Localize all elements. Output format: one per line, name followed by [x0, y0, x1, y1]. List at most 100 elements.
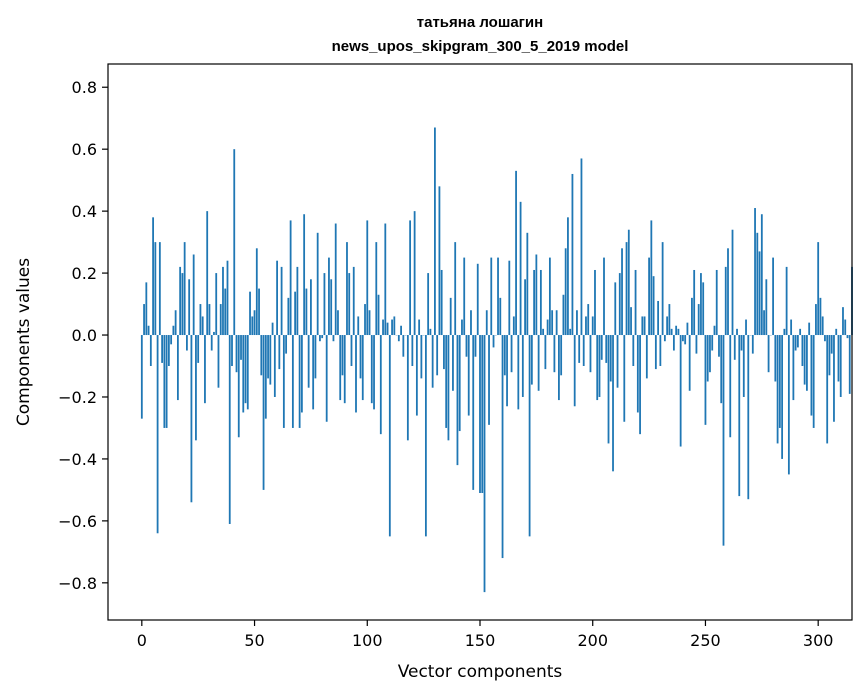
bar — [368, 310, 371, 336]
bar — [149, 335, 152, 366]
bar — [402, 335, 405, 357]
bar — [152, 217, 154, 336]
bar — [731, 229, 734, 336]
bar — [503, 335, 506, 376]
bar — [573, 335, 576, 407]
x-tick-label: 50 — [244, 631, 264, 650]
bar — [181, 273, 184, 336]
bar — [350, 335, 353, 366]
bar — [564, 248, 567, 336]
bar — [330, 279, 333, 336]
bar — [204, 335, 206, 404]
bar — [244, 335, 247, 404]
bar — [384, 223, 387, 336]
bar — [591, 316, 594, 336]
bar — [411, 335, 414, 366]
bar — [648, 257, 650, 336]
bar — [555, 310, 558, 336]
bar — [607, 335, 610, 444]
bar — [627, 229, 630, 336]
bar — [447, 335, 450, 441]
bar — [251, 316, 254, 336]
bar — [580, 158, 583, 336]
bar — [799, 328, 802, 336]
bar — [391, 319, 393, 336]
bar — [790, 319, 793, 336]
bar — [458, 335, 461, 432]
bar — [643, 316, 646, 336]
bar — [727, 248, 729, 336]
bar — [576, 310, 578, 336]
bar — [156, 335, 159, 534]
bar — [454, 242, 457, 336]
bar — [668, 304, 671, 336]
bar — [210, 335, 213, 351]
bar — [751, 335, 754, 354]
bar — [222, 266, 224, 336]
bar — [756, 232, 759, 336]
bar — [332, 335, 335, 342]
bar — [508, 260, 511, 336]
bar — [553, 335, 556, 373]
bar — [639, 335, 641, 435]
bar — [183, 242, 186, 336]
bar — [826, 335, 829, 444]
bar — [517, 335, 520, 410]
bar — [846, 335, 849, 339]
bar — [686, 322, 689, 336]
bar — [587, 304, 590, 336]
bar — [567, 217, 569, 336]
bar — [373, 335, 375, 410]
y-tick-label: −0.8 — [58, 574, 97, 593]
bar — [582, 335, 585, 366]
bar — [388, 335, 391, 537]
bar — [278, 335, 281, 370]
bar — [231, 335, 233, 366]
bar — [481, 335, 484, 493]
bar — [415, 335, 418, 416]
x-tick-label: 250 — [690, 631, 721, 650]
bar — [815, 304, 817, 336]
y-tick-label: −0.4 — [58, 450, 97, 469]
bar — [729, 335, 732, 438]
bar — [571, 173, 574, 336]
bar — [456, 335, 459, 466]
bar — [833, 335, 835, 422]
bar — [515, 170, 517, 336]
bar — [199, 304, 202, 336]
bar — [670, 328, 673, 336]
bar — [526, 232, 529, 336]
bar — [452, 335, 454, 391]
bar — [262, 335, 265, 490]
bar — [641, 316, 644, 336]
bar — [792, 335, 795, 401]
bar — [267, 335, 269, 379]
bar — [483, 335, 486, 593]
bar — [630, 307, 632, 336]
bar — [713, 325, 716, 336]
bar — [657, 300, 660, 336]
bar — [569, 328, 572, 336]
bar — [467, 335, 470, 416]
bar — [312, 335, 315, 410]
bar — [465, 335, 468, 357]
bar — [551, 310, 554, 336]
bar — [479, 335, 481, 493]
bar — [147, 325, 150, 336]
bar — [296, 266, 299, 336]
bar — [594, 269, 596, 336]
bar — [192, 254, 195, 336]
bar — [260, 335, 263, 376]
bar — [341, 335, 344, 376]
bar — [812, 335, 815, 428]
bar — [310, 279, 312, 336]
bar — [688, 335, 691, 391]
y-tick-label: 0.2 — [72, 264, 97, 283]
bar — [264, 335, 267, 419]
bar — [654, 335, 657, 370]
bar — [258, 288, 260, 336]
bar — [240, 335, 242, 360]
bar — [684, 335, 687, 345]
chart-title-line2: news_upos_skipgram_300_5_2019 model — [332, 38, 629, 55]
